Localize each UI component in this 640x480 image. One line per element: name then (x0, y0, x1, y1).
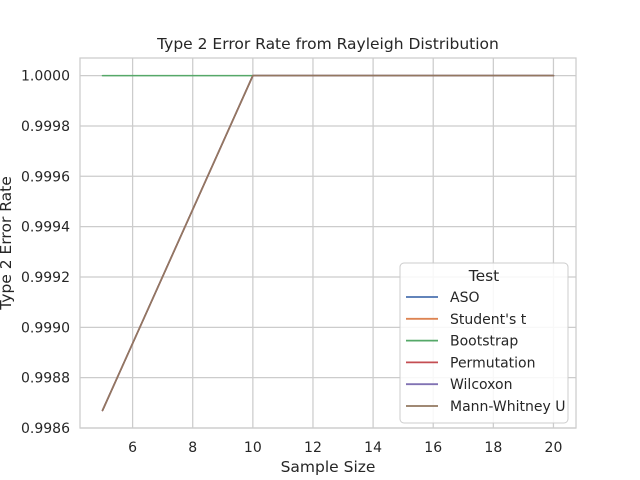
x-tick-labels: 6 8 10 12 14 16 18 20 (128, 440, 562, 456)
plot-frame (79, 57, 577, 429)
legend: Test ASO Student's t Bootstrap Permutation W… (399, 262, 569, 424)
legend-label: Permutation (450, 355, 535, 371)
x-tick-label: 18 (484, 440, 502, 456)
y-tick-label: 0.9990 (21, 320, 70, 336)
y-tick-label: 1.0000 (21, 69, 70, 85)
y-tick-label: 0.9986 (21, 421, 70, 437)
x-tick-label: 12 (304, 440, 322, 456)
x-tick-label: 20 (545, 440, 563, 456)
y-tick-labels: 0.9986 0.9988 0.9990 0.9992 0.9994 0.9996 0.99… (21, 69, 70, 437)
chart-title: Type 2 Error Rate from Rayleigh Distribu… (156, 35, 499, 53)
x-tick-label: 16 (424, 440, 442, 456)
legend-items: ASO Student's t Bootstrap Permutation Wilcox… (406, 290, 565, 415)
legend-label: Wilcoxon (450, 377, 512, 393)
legend-label: ASO (450, 290, 479, 306)
y-tick-label: 0.9996 (21, 169, 70, 185)
x-tick-label: 8 (188, 440, 197, 456)
x-tick-label: 6 (128, 440, 137, 456)
legend-box (399, 262, 569, 424)
x-tick-label: 10 (244, 440, 262, 456)
legend-label: Student's t (450, 312, 527, 328)
y-axis-title: Type 2 Error Rate (0, 176, 15, 311)
y-tick-label: 0.9998 (21, 119, 70, 135)
legend-title: Test (468, 267, 500, 285)
x-axis-title: Sample Size (281, 458, 376, 476)
legend-label: Mann-Whitney U (450, 399, 565, 415)
legend-label: Bootstrap (450, 334, 518, 350)
x-tick-label: 14 (364, 440, 382, 456)
y-tick-label: 0.9992 (21, 270, 70, 286)
series-line-5 (101, 74, 555, 412)
series-lines (101, 74, 555, 412)
y-tick-label: 0.9988 (21, 371, 70, 387)
y-tick-label: 0.9994 (21, 220, 70, 236)
